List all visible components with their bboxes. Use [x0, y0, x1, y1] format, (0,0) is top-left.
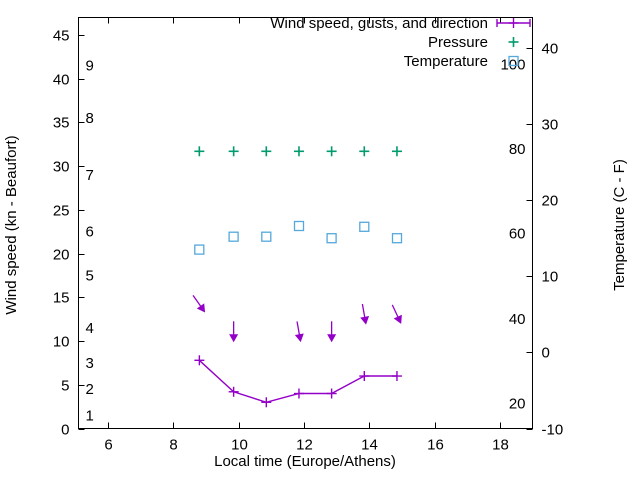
beaufort-level-label: 3 [86, 355, 94, 372]
y2-axis-ticks: -10 0 10 20 30 40 [526, 41, 564, 439]
wind-speed-point [194, 355, 205, 366]
plot-frame [78, 17, 533, 429]
legend-key-wind-marker [508, 18, 519, 28]
y-tick-label: 20 [53, 247, 70, 264]
wind-speed-point [326, 388, 337, 399]
y-tick-label: 25 [53, 203, 70, 220]
temperature-point [293, 220, 305, 232]
legend-label-wind: Wind speed, gusts, and direction [270, 15, 488, 32]
y2-tick-label: -10 [542, 422, 564, 439]
y-tick-label: 15 [53, 290, 70, 307]
pressure-point [228, 146, 239, 157]
y-tick-label: 40 [53, 72, 70, 89]
wind-direction-arrow [391, 304, 402, 324]
pressure-point [326, 146, 337, 157]
pressure-point [293, 146, 304, 157]
x-tick-label: 8 [169, 437, 177, 454]
wind-direction-arrow [360, 303, 370, 325]
legend-label-pressure: Pressure [428, 34, 488, 51]
temperature-series [194, 220, 403, 255]
beaufort-level-label: 4 [86, 320, 94, 337]
legend-label-temperature: Temperature [404, 53, 488, 70]
wind-direction-arrow [294, 321, 304, 343]
legend-keys [496, 18, 531, 67]
beaufort-level-label: 5 [86, 267, 94, 284]
pressure-point [391, 146, 402, 157]
y-tick-label: 30 [53, 159, 70, 176]
y-tick-label: 35 [53, 115, 70, 132]
x-tick-label: 12 [296, 437, 313, 454]
beaufort-level-label: 6 [86, 224, 94, 241]
fahrenheit-level-label: 40 [509, 311, 526, 328]
y2-axis-title: Temperature (C - F) [611, 159, 628, 291]
wind-speed-point [359, 371, 370, 382]
wind-speed-point [261, 397, 272, 408]
chart-legend: Wind speed, gusts, and direction Pressur… [270, 15, 531, 70]
y2-tick-label: 0 [542, 345, 550, 362]
y2-tick-label: 10 [542, 269, 559, 286]
pressure-point [359, 146, 370, 157]
wind-speed-series [194, 355, 402, 408]
wind-direction-arrow [327, 321, 337, 343]
temperature-point [228, 231, 239, 242]
y-tick-label: 10 [53, 334, 70, 351]
temperature-point [391, 233, 403, 244]
beaufort-scale-labels: 1 2 3 4 5 6 7 8 9 [86, 58, 94, 425]
x-tick-label: 10 [231, 437, 248, 454]
x-tick-label: 18 [492, 437, 509, 454]
y-tick-label: 45 [53, 28, 70, 45]
y2-tick-label: 30 [542, 117, 559, 134]
legend-key-wind [496, 18, 531, 28]
beaufort-level-label: 2 [86, 381, 94, 398]
x-axis-title: Local time (Europe/Athens) [214, 453, 396, 470]
x-tick-label: 14 [361, 437, 378, 454]
wind-direction-arrow [229, 321, 239, 343]
wind-speed-point [391, 371, 402, 382]
x-tick-label: 6 [104, 437, 112, 454]
fahrenheit-level-label: 80 [509, 141, 526, 158]
wind-direction-arrow [192, 294, 206, 313]
beaufort-level-label: 8 [86, 110, 94, 127]
legend-key-pressure [508, 37, 519, 47]
y2-tick-label: 20 [542, 193, 559, 210]
beaufort-level-label: 7 [86, 167, 94, 184]
y-tick-label: 0 [61, 422, 69, 439]
pressure-point [261, 146, 272, 157]
fahrenheit-level-label: 60 [509, 226, 526, 243]
wind-speed-line [198, 359, 397, 404]
beaufort-level-label: 1 [86, 407, 94, 424]
temperature-point [194, 244, 205, 255]
pressure-series [194, 146, 402, 157]
legend-key-temperature [508, 55, 519, 67]
wind-direction-arrows [192, 294, 402, 343]
x-axis-ticks: 6 8 10 12 14 16 18 [104, 17, 509, 454]
wind-speed-point [293, 388, 304, 399]
temperature-point [326, 233, 337, 244]
temperature-point [359, 221, 370, 232]
pressure-point [194, 146, 205, 157]
y-axis-ticks: 0 5 10 15 20 25 30 35 40 45 [53, 28, 85, 439]
y2-tick-label: 40 [542, 41, 559, 58]
wind-speed-point [228, 386, 239, 397]
fahrenheit-level-label: 20 [509, 395, 526, 412]
y-tick-label: 5 [61, 378, 69, 395]
y-axis-title: Wind speed (kn - Beaufort) [3, 135, 20, 314]
temperature-point [261, 231, 272, 242]
x-tick-label: 16 [427, 437, 444, 454]
beaufort-level-label: 9 [86, 58, 94, 75]
